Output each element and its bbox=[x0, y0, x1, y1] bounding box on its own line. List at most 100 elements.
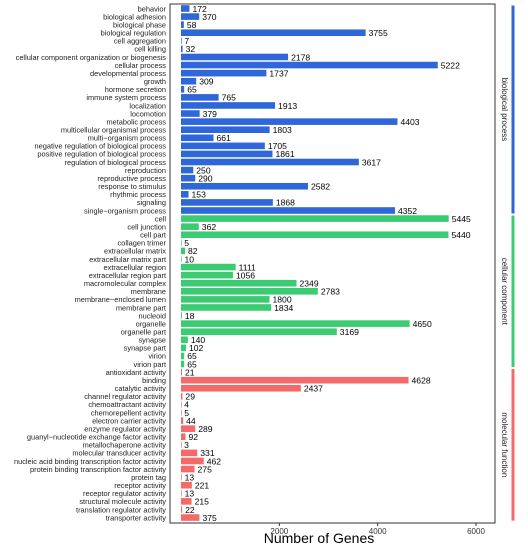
category-label-2-8: guanyl−nucleotide exchange factor activi… bbox=[27, 433, 166, 442]
bar-2-8 bbox=[181, 433, 186, 441]
bar-2-6 bbox=[181, 417, 184, 424]
category-label-1-14: organelle part bbox=[121, 328, 166, 337]
value-label-0-4: 7 bbox=[184, 36, 189, 46]
bar-1-0 bbox=[181, 215, 449, 222]
value-label-2-11: 462 bbox=[207, 456, 222, 466]
value-label-2-7: 289 bbox=[198, 424, 213, 434]
value-label-1-7: 1056 bbox=[236, 270, 255, 280]
category-label-2-1: binding bbox=[142, 376, 166, 385]
category-label-0-18: positive regulation of biological proces… bbox=[37, 150, 166, 159]
value-label-1-5: 10 bbox=[184, 254, 194, 264]
bar-1-6 bbox=[181, 263, 236, 271]
value-label-0-17: 1705 bbox=[268, 141, 287, 151]
bar-0-15 bbox=[181, 126, 270, 133]
category-label-2-9: metallochaperone activity bbox=[83, 441, 167, 450]
bar-0-6 bbox=[181, 53, 289, 61]
category-label-1-13: organelle bbox=[136, 319, 166, 328]
value-label-0-6: 2178 bbox=[291, 52, 310, 62]
bar-1-11 bbox=[181, 304, 272, 311]
value-label-0-8: 1737 bbox=[269, 68, 288, 78]
category-label-2-12: protein binding transcription factor act… bbox=[30, 465, 166, 474]
category-label-0-16: multi−organism process bbox=[88, 134, 167, 143]
category-label-2-17: translation regulator activity bbox=[76, 505, 166, 514]
value-label-2-12: 275 bbox=[198, 464, 213, 474]
bar-0-5 bbox=[181, 45, 183, 53]
value-label-1-13: 4650 bbox=[413, 319, 432, 329]
category-label-0-13: locomotion bbox=[130, 109, 166, 118]
category-label-2-16: structural molecule activity bbox=[79, 497, 166, 506]
bar-1-10 bbox=[181, 296, 270, 303]
category-label-2-0: antioxidant activity bbox=[106, 368, 167, 377]
bar-1-1 bbox=[181, 223, 199, 230]
bar-0-17 bbox=[181, 142, 265, 150]
bar-0-7 bbox=[181, 61, 438, 69]
value-label-0-5: 32 bbox=[186, 44, 196, 54]
category-label-1-7: extracellular region part bbox=[89, 271, 166, 280]
category-label-0-24: signaling bbox=[137, 198, 166, 207]
category-label-2-7: enzyme regulator activity bbox=[84, 424, 166, 433]
bar-0-3 bbox=[181, 29, 366, 37]
category-label-2-2: catalytic activity bbox=[115, 384, 167, 393]
category-label-2-5: chemorepellent activity bbox=[91, 408, 166, 417]
value-label-1-12: 18 bbox=[185, 311, 195, 321]
bar-2-3 bbox=[181, 393, 183, 400]
bar-0-22 bbox=[181, 182, 308, 190]
value-label-2-15: 13 bbox=[185, 489, 195, 499]
bar-1-4 bbox=[181, 247, 186, 255]
bar-1-2 bbox=[181, 231, 449, 239]
category-label-0-11: immune system process bbox=[86, 93, 166, 102]
bar-1-12 bbox=[181, 312, 182, 319]
category-label-1-3: collagen trimer bbox=[118, 239, 167, 248]
value-label-0-14: 4403 bbox=[400, 117, 419, 127]
value-label-0-9: 309 bbox=[199, 77, 214, 87]
category-label-1-0: cell bbox=[155, 214, 166, 223]
bar-2-0 bbox=[181, 368, 183, 376]
category-label-1-17: virion bbox=[148, 352, 166, 361]
value-label-0-2: 58 bbox=[187, 20, 197, 30]
bar-1-16 bbox=[181, 344, 187, 352]
category-label-0-5: cell killing bbox=[134, 45, 166, 54]
category-label-1-6: extracellular region bbox=[104, 263, 166, 272]
category-label-0-10: hormone secretion bbox=[105, 85, 166, 94]
value-label-0-16: 661 bbox=[217, 133, 232, 143]
bar-1-17 bbox=[181, 352, 185, 360]
value-label-0-25: 4352 bbox=[398, 206, 417, 216]
value-label-2-1: 4628 bbox=[412, 375, 431, 385]
value-label-0-12: 1913 bbox=[278, 101, 297, 111]
category-label-0-4: cell aggregation bbox=[114, 37, 166, 46]
bar-2-7 bbox=[181, 425, 196, 432]
category-label-0-3: biological regulation bbox=[101, 29, 166, 38]
bar-2-16 bbox=[181, 498, 192, 505]
x-tick-label-2: 6000 bbox=[467, 527, 485, 536]
x-tick-label-0: 2000 bbox=[270, 527, 288, 536]
bar-0-1 bbox=[181, 13, 200, 20]
value-label-2-6: 44 bbox=[186, 416, 196, 426]
value-label-0-1: 370 bbox=[202, 12, 217, 22]
value-label-0-18: 1861 bbox=[276, 149, 295, 159]
group-label-2: molecular function bbox=[500, 412, 509, 477]
category-label-0-22: response to stimulus bbox=[98, 182, 166, 191]
bar-0-9 bbox=[181, 77, 197, 85]
category-label-1-15: synapse bbox=[138, 336, 166, 345]
value-label-0-20: 250 bbox=[196, 165, 211, 175]
category-label-0-19: regulation of biological process bbox=[65, 158, 167, 167]
value-label-2-16: 215 bbox=[195, 497, 210, 507]
value-label-1-15: 140 bbox=[191, 335, 206, 345]
value-label-1-2: 5440 bbox=[451, 230, 470, 240]
bar-1-7 bbox=[181, 271, 233, 279]
bar-0-23 bbox=[181, 191, 189, 198]
value-label-2-4: 4 bbox=[184, 400, 189, 410]
bar-0-12 bbox=[181, 102, 276, 109]
category-label-0-9: growth bbox=[144, 77, 166, 86]
value-label-1-8: 2349 bbox=[299, 279, 318, 289]
value-label-2-13: 13 bbox=[185, 472, 195, 482]
bar-0-0 bbox=[181, 5, 190, 12]
bar-0-16 bbox=[181, 134, 214, 142]
value-label-0-3: 3755 bbox=[369, 28, 388, 38]
category-label-1-12: nucleoid bbox=[138, 311, 166, 320]
category-label-1-4: extracellular matrix bbox=[104, 247, 166, 256]
bar-2-13 bbox=[181, 473, 182, 481]
value-label-0-24: 1868 bbox=[276, 198, 295, 208]
category-label-0-2: biological phase bbox=[113, 20, 166, 29]
category-label-2-13: protein tag bbox=[131, 473, 166, 482]
